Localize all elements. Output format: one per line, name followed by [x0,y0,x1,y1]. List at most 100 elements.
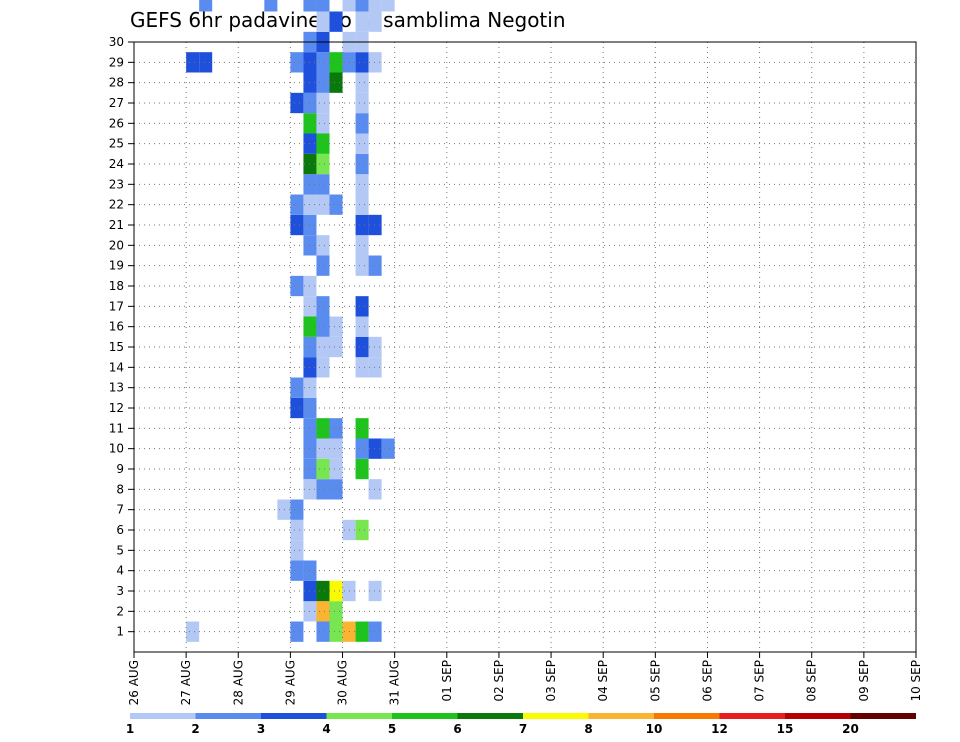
x-tick-label: 28 AUG [231,660,245,705]
precipitation-cell [355,0,369,12]
y-tick-label: 17 [109,299,124,313]
precipitation-cell [368,621,382,642]
colorbar-segment [195,713,261,719]
colorbar-label: 2 [191,722,199,736]
colorbar-label: 20 [842,722,859,736]
x-tick-label: 26 AUG [127,660,141,705]
precipitation-cell [290,92,304,114]
y-tick-label: 1 [116,625,124,639]
y-tick-label: 13 [109,381,124,395]
y-tick-label: 5 [116,543,124,557]
precipitation-cell [290,275,304,297]
colorbar-segment [130,713,196,719]
precipitation-cell [329,11,343,32]
precipitation-cell [186,621,200,642]
precipitation-cell [290,540,304,561]
precipitation-cell [381,438,395,459]
precipitation-cell [368,255,382,276]
x-tick-label: 07 SEP [753,660,767,702]
y-tick-label: 30 [109,35,124,49]
precipitation-cell [368,479,382,500]
y-tick-label: 14 [109,360,124,374]
precipitation-cell [316,621,330,642]
precipitation-cell [290,214,304,236]
precipitation-cell [355,458,369,480]
precipitation-cell [316,11,330,32]
precipitation-cell [355,153,369,175]
y-tick-label: 12 [109,401,124,415]
precipitation-cell [355,418,369,439]
precipitation-cell [381,0,395,12]
precipitation-cell [316,133,330,154]
precipitation-cell [355,235,369,256]
y-tick-label: 8 [116,482,124,496]
x-tick-label: 05 SEP [648,660,662,702]
precipitation-cell [316,235,330,256]
colorbar-label: 8 [584,722,592,736]
y-tick-label: 20 [109,238,124,252]
precipitation-cell [277,499,291,520]
precipitation-cell [199,0,213,12]
precipitation-cell [316,418,330,439]
colorbar-segment [654,713,720,719]
precipitation-cell [316,336,330,358]
x-tick-label: 30 AUG [336,660,350,705]
colorbar-label: 5 [388,722,396,736]
y-tick-label: 2 [116,604,124,618]
precipitation-cell [342,0,356,12]
x-tick-label: 29 AUG [283,660,297,705]
precipitation-cell [355,296,369,317]
grid-lines [134,42,916,652]
colorbar-label: 15 [777,722,794,736]
y-tick-label: 3 [116,584,124,598]
precipitation-cell [316,296,330,317]
precipitation-cell [316,92,330,114]
precipitation-cell [290,397,304,419]
precipitation-cell [355,214,369,236]
precipitation-cell [329,479,343,500]
y-tick-label: 19 [109,259,124,273]
precipitation-cell [290,560,304,581]
precipitation-cell [368,11,382,32]
precipitation-cell [316,479,330,500]
precipitation-cell [355,519,369,541]
precipitation-cell [329,438,343,459]
precipitation-cell [355,316,369,337]
y-tick-label: 7 [116,503,124,517]
precipitation-cell [355,133,369,154]
precipitation-cell [316,194,330,215]
precipitation-cell [290,499,304,520]
colorbar-segment [392,713,458,719]
colorbar-segment [719,713,785,719]
precipitation-cell [368,336,382,358]
precipitation-cell [316,255,330,276]
y-tick-label: 15 [109,340,124,354]
precipitation-cell [329,316,343,337]
precipitation-cell [329,52,343,73]
precipitation-cell [186,52,200,73]
colorbar: 1 2 3 4 5 6 7 8 10 12 15 20 [126,713,916,736]
precipitation-cell [355,52,369,73]
colorbar-label: 3 [257,722,265,736]
colorbar-segment [523,713,589,719]
precipitation-cell [290,621,304,642]
precipitation-cell [329,72,343,93]
precipitation-cell [368,357,382,378]
precipitation-cell [368,0,382,12]
colorbar-segment [457,713,523,719]
precipitation-cell [329,580,343,602]
precipitation-cell [316,52,330,73]
x-tick-label: 06 SEP [700,660,714,702]
x-tick-label: 08 SEP [805,660,819,702]
x-axis: 26 AUG 27 AUG 28 AUG 29 AUG 30 AUG 31 AUG 01 S… [127,652,923,705]
precipitation-cell [368,580,382,602]
colorbar-segment [261,713,327,719]
colorbar-segment [326,713,392,719]
x-tick-label: 27 AUG [179,660,193,705]
colorbar-label: 4 [322,722,330,736]
precipitation-cell [355,336,369,358]
colorbar-label: 7 [519,722,527,736]
precipitation-cell [329,336,343,358]
x-tick-label: 02 SEP [492,660,506,702]
precipitation-cell [199,52,213,73]
